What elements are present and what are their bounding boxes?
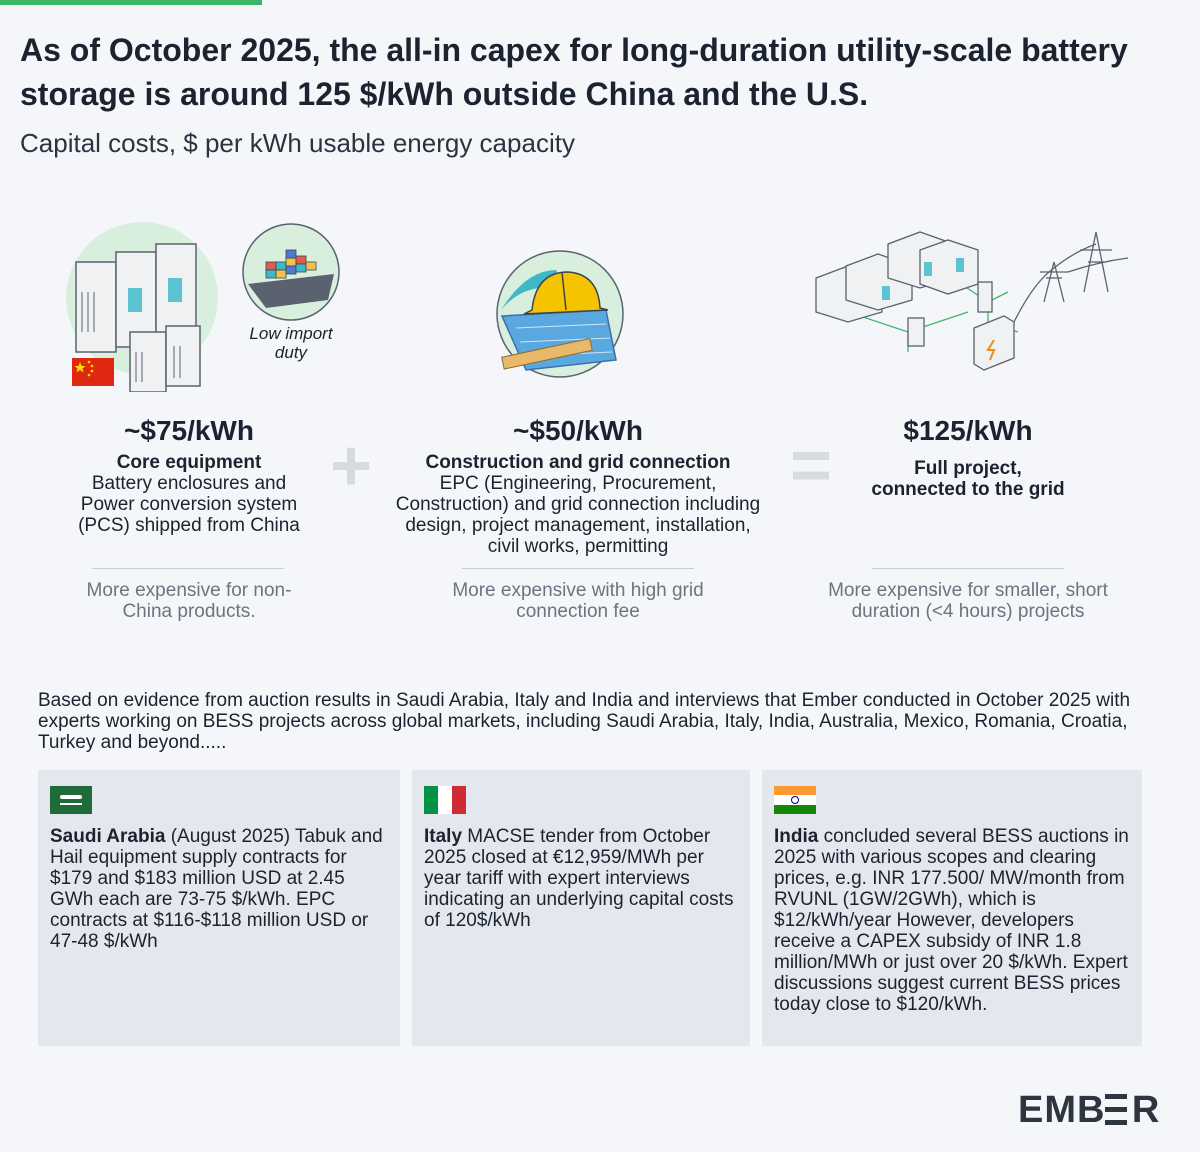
india-detail: concluded several BESS auctions in 2025 …: [774, 826, 1129, 1015]
column-divider: [462, 568, 694, 569]
full-project-heading: Full project, connected to the grid: [871, 458, 1065, 500]
ember-logo: EMBER: [1018, 1089, 1161, 1131]
core-equipment-heading: Core equipment: [116, 452, 262, 473]
china-flag-icon: [72, 358, 114, 386]
full-project-price: $125/kWh: [903, 415, 1033, 446]
italy-flag-icon: [424, 786, 466, 814]
construction-illustration: [496, 250, 626, 380]
page-title: As of October 2025, the all-in capex for…: [20, 32, 1128, 112]
saudi-arabia-card: Saudi Arabia (August 2025) Tabuk and Hai…: [38, 770, 400, 1046]
full-project-note: More expensive for smaller, short durati…: [828, 580, 1108, 622]
grid-connected-project-illustration: [808, 222, 1138, 372]
saudi-arabia-flag-icon: [50, 786, 92, 814]
india-label: India: [774, 826, 819, 847]
page-subtitle: Capital costs, $ per kWh usable energy c…: [20, 128, 575, 158]
italy-detail: MACSE tender from October 2025 closed at…: [424, 826, 734, 931]
lightning-icon: [986, 339, 996, 361]
transmission-tower-icon: [1013, 231, 1129, 323]
saudi-arabia-detail: (August 2025) Tabuk and Hail equipment s…: [50, 826, 383, 952]
core-equipment-note: More expensive for non-China products.: [86, 580, 292, 622]
construction-price: ~$50/kWh: [513, 415, 643, 446]
italy-card-text: Italy MACSE tender from October 2025 clo…: [424, 826, 738, 931]
italy-card: Italy MACSE tender from October 2025 clo…: [412, 770, 750, 1046]
construction-heading: Construction and grid connection: [425, 452, 731, 473]
core-equipment-description: Battery enclosures and Power conversion …: [78, 473, 300, 536]
full-project-column: $125/kWh Full project, connected to the …: [870, 414, 1066, 500]
core-equipment-column: ~$75/kWh Core equipment Battery enclosur…: [64, 414, 314, 536]
ruler-icon: [501, 337, 593, 370]
saudi-arabia-card-text: Saudi Arabia (August 2025) Tabuk and Hai…: [50, 826, 388, 952]
core-equipment-illustration: [66, 222, 356, 393]
column-divider: [92, 568, 284, 569]
india-card: India concluded several BESS auctions in…: [762, 770, 1142, 1046]
plus-sign: +: [330, 426, 373, 506]
evidence-paragraph: Based on evidence from auction results i…: [38, 690, 1131, 753]
top-accent-bar: [0, 0, 262, 5]
column-divider: [872, 568, 1064, 569]
import-duty-label: Low import duty: [249, 324, 333, 362]
cargo-ship-icon: [242, 223, 340, 321]
italy-label: Italy: [424, 826, 463, 847]
construction-column: ~$50/kWh Construction and grid connectio…: [388, 414, 768, 557]
construction-note: More expensive with high grid connection…: [452, 580, 704, 622]
core-equipment-price: ~$75/kWh: [124, 415, 254, 446]
construction-description: EPC (Engineering, Procurement, Construct…: [395, 473, 761, 557]
india-card-text: India concluded several BESS auctions in…: [774, 826, 1130, 1015]
hard-hat-icon: [523, 271, 609, 315]
saudi-arabia-label: Saudi Arabia: [50, 826, 166, 847]
india-flag-icon: [774, 786, 816, 814]
equals-sign: =: [790, 426, 833, 506]
